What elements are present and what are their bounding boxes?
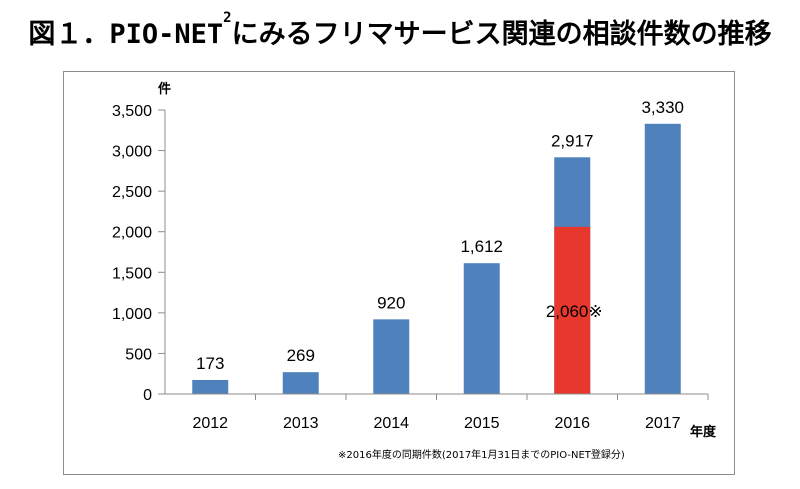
y-tick-label: 500 xyxy=(125,346,152,363)
bar-2013 xyxy=(282,372,319,394)
x-axis: 2012 2013 2014 2015 2016 2017 xyxy=(165,393,709,432)
x-tick-label: 2014 xyxy=(373,415,409,432)
y-axis: 0 500 1,000 1,500 2,000 2,500 3,000 3,500 xyxy=(112,103,166,404)
data-label-2012: 173 xyxy=(196,354,224,373)
bar-2015 xyxy=(463,263,500,394)
bar-highlight-2016 xyxy=(554,226,591,394)
y-axis-unit: 件 xyxy=(158,81,171,97)
x-axis-unit: 年度 xyxy=(690,424,717,440)
chart-frame xyxy=(63,71,735,475)
x-tick-label: 2012 xyxy=(192,415,228,432)
footnote: ※2016年度の同期件数(2017年1月31日までのPIO-NET登録分) xyxy=(338,448,625,461)
y-tick-label: 3,000 xyxy=(112,144,152,161)
data-label-2014: 920 xyxy=(377,293,405,312)
data-label-2015: 1,612 xyxy=(460,237,503,256)
x-tick-label: 2016 xyxy=(554,415,590,432)
data-label-2016: 2,917 xyxy=(551,131,594,150)
chart-title: 図１．PIO-NET2にみるフリマサービス関連の相談件数の推移 xyxy=(0,10,800,51)
y-tick-label: 1,000 xyxy=(112,306,152,323)
bars xyxy=(192,123,681,395)
title-main: 図１．PIO-NET xyxy=(28,19,224,50)
y-tick-label: 1,500 xyxy=(112,265,152,282)
data-label-2017: 3,330 xyxy=(641,98,684,117)
y-tick-label: 3,500 xyxy=(112,103,152,120)
title-superscript: 2 xyxy=(223,10,232,26)
bar-2014 xyxy=(373,319,410,394)
x-tick-label: 2015 xyxy=(464,415,500,432)
y-tick-label: 2,500 xyxy=(112,184,152,201)
highlight-label: 2,060※ xyxy=(546,302,603,321)
y-tick-label: 0 xyxy=(143,387,152,404)
title-rest: にみるフリマサービス関連の相談件数の推移 xyxy=(231,19,772,50)
data-labels: 173 269 920 1,612 2,060※ 2,917 3,330 xyxy=(196,98,684,373)
x-tick-label: 2017 xyxy=(645,415,681,432)
x-tick-label: 2013 xyxy=(283,415,319,432)
bar-2017 xyxy=(644,123,681,395)
data-label-2013: 269 xyxy=(287,346,315,365)
bar-2012 xyxy=(192,379,229,394)
y-tick-label: 2,000 xyxy=(112,225,152,242)
